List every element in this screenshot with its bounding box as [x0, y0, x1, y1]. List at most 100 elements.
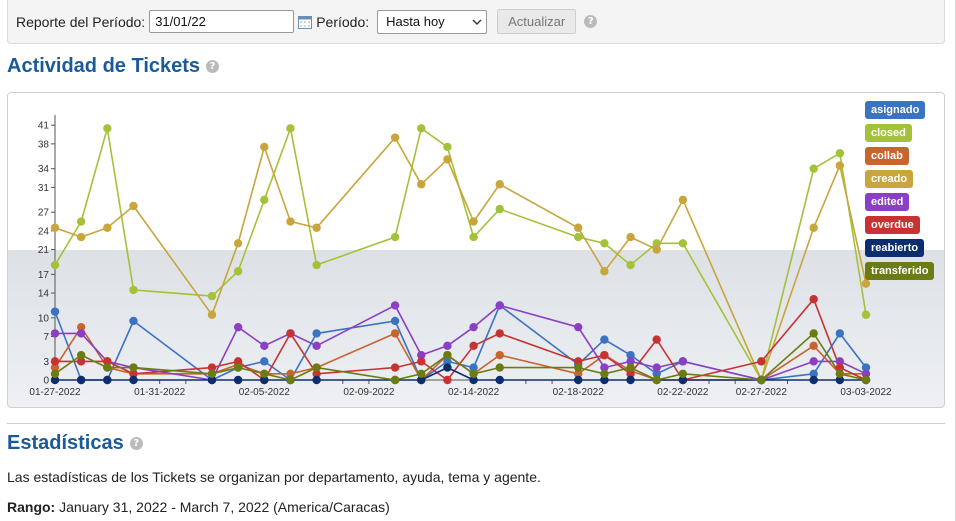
data-point-transferido — [207, 369, 217, 378]
data-point-reabierto — [495, 375, 504, 385]
data-point-edited — [233, 322, 243, 332]
legend-item-creado[interactable]: creado — [865, 170, 914, 188]
data-point-creado — [417, 180, 426, 189]
data-point-asignado — [260, 357, 269, 366]
data-point-transferido — [417, 369, 426, 378]
period-select[interactable]: Hasta hoy — [377, 9, 488, 34]
data-point-closed — [809, 164, 818, 173]
calendar-icon[interactable] — [298, 15, 313, 29]
data-point-closed — [417, 124, 426, 133]
data-point-edited — [495, 301, 504, 310]
data-point-asignado — [652, 369, 661, 378]
x-tick-label: 01-27-2022 — [29, 387, 81, 398]
legend-item-closed[interactable]: closed — [865, 124, 912, 142]
legend-item-asignado[interactable]: asignado — [865, 101, 926, 119]
data-point-overdue — [390, 363, 400, 372]
chart-legend: asignado closed collab creado edited overdue r… — [865, 101, 935, 280]
data-point-edited — [50, 329, 60, 338]
data-point-asignado — [469, 363, 478, 372]
range-label: Rango: — [7, 499, 56, 515]
data-point-asignado — [835, 329, 845, 338]
activity-help-icon[interactable]: ? — [206, 60, 220, 73]
stats-title: Estadísticas — [7, 432, 124, 454]
data-point-creado — [574, 223, 583, 232]
data-point-overdue — [103, 357, 112, 366]
data-point-creado — [129, 201, 138, 211]
x-tick-label: 02-09-2022 — [343, 387, 395, 398]
data-point-overdue — [50, 357, 60, 366]
data-point-collab — [76, 322, 86, 332]
data-point-transferido — [835, 369, 845, 378]
data-point-asignado — [626, 350, 635, 360]
y-tick-label: 27 — [38, 208, 50, 219]
x-tick-label: 02-18-2022 — [553, 387, 605, 398]
data-point-asignado — [312, 329, 321, 338]
data-point-overdue — [207, 363, 217, 372]
data-point-edited — [574, 322, 583, 332]
help-icon[interactable]: ? — [584, 15, 598, 28]
x-tick-label: 01-31-2022 — [134, 387, 186, 398]
data-point-collab — [390, 329, 400, 338]
data-point-transferido — [103, 363, 112, 372]
data-point-transferido — [861, 375, 871, 385]
data-point-reabierto — [678, 375, 688, 385]
data-point-reabierto — [469, 375, 478, 385]
data-point-reabierto — [103, 375, 112, 385]
stats-range: Rango: January 31, 2022 - March 7, 2022 … — [7, 499, 390, 515]
data-point-reabierto — [129, 375, 138, 385]
data-point-edited — [652, 363, 661, 372]
data-point-closed — [103, 124, 112, 133]
data-point-overdue — [443, 375, 452, 385]
y-tick-label: 3 — [43, 357, 49, 368]
x-tick-label: 02-22-2022 — [657, 387, 709, 398]
data-point-closed — [626, 260, 635, 270]
data-point-overdue — [757, 357, 766, 366]
data-point-creado — [469, 217, 478, 226]
data-point-transferido — [233, 363, 243, 372]
data-point-transferido — [443, 350, 452, 360]
data-point-asignado — [50, 307, 60, 316]
data-point-creado — [260, 142, 269, 152]
data-point-transferido — [50, 369, 60, 378]
data-point-closed — [260, 195, 269, 204]
stats-help-icon[interactable]: ? — [129, 437, 143, 450]
data-point-creado — [50, 223, 60, 232]
y-tick-label: 10 — [38, 313, 50, 324]
data-point-closed — [286, 124, 295, 133]
legend-item-overdue[interactable]: overdue — [865, 216, 920, 234]
data-point-reabierto — [626, 375, 635, 385]
data-point-transferido — [757, 375, 766, 385]
legend-item-collab[interactable]: collab — [865, 147, 909, 165]
data-point-closed — [129, 285, 138, 295]
report-date-input[interactable] — [149, 10, 295, 33]
legend-item-reabierto[interactable]: reabierto — [865, 239, 925, 257]
data-point-creado — [861, 279, 871, 288]
data-point-edited — [600, 363, 609, 372]
y-tick-label: 21 — [38, 245, 50, 256]
data-point-asignado — [809, 369, 818, 378]
data-point-edited — [76, 329, 86, 338]
legend-item-transferido[interactable]: transferido — [865, 262, 935, 280]
update-button[interactable]: Actualizar — [497, 9, 577, 34]
data-point-collab — [495, 350, 504, 360]
data-point-creado — [312, 223, 321, 232]
report-period-label: Reporte del Período: — [16, 13, 146, 30]
data-point-closed — [390, 232, 400, 242]
period-label: Período: — [316, 13, 370, 30]
data-point-transferido — [495, 363, 504, 372]
data-point-creado — [233, 239, 243, 248]
data-point-transferido — [574, 363, 583, 372]
data-point-closed — [50, 260, 60, 270]
data-point-collab — [50, 363, 60, 372]
data-point-asignado — [129, 316, 138, 326]
data-point-overdue — [417, 357, 426, 366]
legend-item-edited[interactable]: edited — [865, 193, 910, 211]
data-point-transferido — [312, 363, 321, 372]
data-point-closed — [574, 232, 583, 242]
data-point-overdue — [809, 295, 818, 304]
data-point-overdue — [76, 357, 86, 366]
data-point-closed — [678, 239, 688, 248]
stats-description: Las estadísticas de los Tickets se organ… — [7, 469, 541, 485]
data-point-creado — [809, 223, 818, 232]
data-point-overdue — [600, 350, 609, 360]
